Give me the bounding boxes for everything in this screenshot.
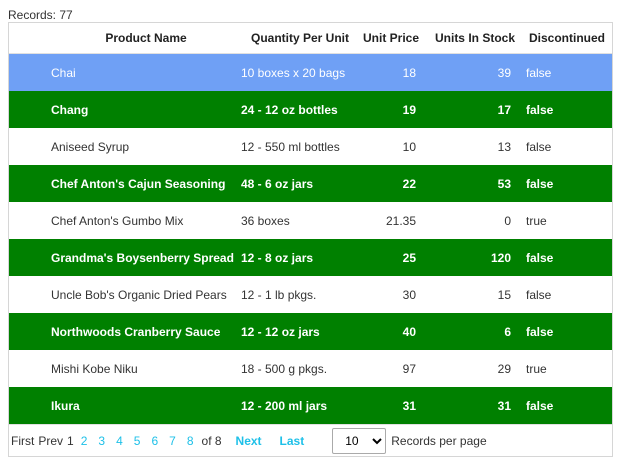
table-row[interactable]: Chef Anton's Cajun Seasoning 48 - 6 oz j… [9,165,612,202]
table-row[interactable]: Chai 10 boxes x 20 bags 18 39 false [9,54,612,91]
cell-units-in-stock: 15 [497,287,511,302]
pager-page-7[interactable]: 7 [169,433,176,448]
cell-units-in-stock: 53 [497,176,511,191]
cell-quantity-per-unit: 12 - 8 oz jars [241,250,314,265]
cell-product-name: Mishi Kobe Niku [51,361,138,376]
records-summary: Records: 77 [8,8,73,22]
cell-product-name: Northwoods Cranberry Sauce [51,324,221,339]
products-grid: Product Name Quantity Per Unit Unit Pric… [8,22,613,457]
grid-header: Product Name Quantity Per Unit Unit Pric… [9,23,612,54]
pager-page-count: of 8 [201,433,222,448]
cell-unit-price: 21.35 [385,213,416,228]
cell-unit-price: 10 [402,139,416,154]
pager-next-link[interactable]: Next [235,433,262,448]
table-row[interactable]: Chef Anton's Gumbo Mix 36 boxes 21.35 0 … [9,202,612,239]
cell-discontinued: false [526,139,552,154]
pager-page-8[interactable]: 8 [186,433,194,448]
records-per-page-label: Records per page [391,433,487,448]
records-count: 77 [59,8,73,22]
cell-unit-price: 22 [402,176,416,191]
table-row[interactable]: Chang 24 - 12 oz bottles 19 17 false [9,91,612,128]
pager-page-2[interactable]: 2 [80,433,88,448]
column-header-discontinued[interactable]: Discontinued [529,31,606,45]
column-header-quantity-per-unit[interactable]: Quantity Per Unit [250,31,349,45]
cell-units-in-stock: 120 [490,250,511,265]
cell-product-name: Chang [51,102,89,117]
cell-units-in-stock: 29 [497,361,511,376]
cell-product-name: Chef Anton's Cajun Seasoning [51,176,226,191]
cell-quantity-per-unit: 24 - 12 oz bottles [241,102,338,117]
cell-unit-price: 40 [402,324,416,339]
cell-discontinued: true [526,361,547,376]
table-row[interactable]: Aniseed Syrup 12 - 550 ml bottles 10 13 … [9,128,612,165]
table-row[interactable]: Ikura 12 - 200 ml jars 31 31 false [9,387,612,424]
pager-page-current: 1 [67,433,74,448]
cell-quantity-per-unit: 48 - 6 oz jars [241,176,314,191]
pager-page-5[interactable]: 5 [133,433,141,448]
cell-quantity-per-unit: 10 boxes x 20 bags [241,65,346,80]
cell-discontinued: true [526,213,547,228]
table-row[interactable]: Grandma's Boysenberry Spread 12 - 8 oz j… [9,239,612,276]
pager-first: First [11,433,35,448]
cell-product-name: Grandma's Boysenberry Spread [51,250,234,265]
table-row[interactable]: Northwoods Cranberry Sauce 12 - 12 oz ja… [9,313,612,350]
cell-product-name: Chef Anton's Gumbo Mix [51,213,184,228]
pager-page-3[interactable]: 3 [98,433,106,448]
cell-quantity-per-unit: 12 - 200 ml jars [241,398,328,413]
table-row[interactable]: Uncle Bob's Organic Dried Pears 12 - 1 l… [9,276,612,313]
page-size-select[interactable]: 10 [332,427,387,454]
cell-discontinued: false [526,176,554,191]
cell-discontinued: false [526,287,552,302]
cell-product-name: Uncle Bob's Organic Dried Pears [51,287,227,302]
records-label: Records: [8,8,57,22]
cell-quantity-per-unit: 12 - 1 lb pkgs. [241,287,317,302]
cell-discontinued: false [526,324,554,339]
cell-units-in-stock: 13 [497,139,511,154]
pager-page-6[interactable]: 6 [151,433,159,448]
cell-units-in-stock: 17 [497,102,511,117]
pager-prev: Prev [38,433,64,448]
cell-quantity-per-unit: 36 boxes [241,213,290,228]
cell-product-name: Ikura [51,398,80,413]
cell-quantity-per-unit: 18 - 500 g pkgs. [241,361,328,376]
pager-page-4[interactable]: 4 [116,433,123,448]
column-header-units-in-stock[interactable]: Units In Stock [434,31,515,45]
cell-product-name: Aniseed Syrup [51,139,130,154]
cell-unit-price: 30 [402,287,416,302]
cell-discontinued: false [526,102,554,117]
cell-discontinued: false [526,65,552,80]
cell-quantity-per-unit: 12 - 550 ml bottles [241,139,340,154]
cell-units-in-stock: 39 [497,65,511,80]
cell-unit-price: 18 [402,65,416,80]
cell-units-in-stock: 31 [497,398,511,413]
cell-discontinued: false [526,250,554,265]
pager: First Prev 1 2 3 4 5 6 7 8 of 8 Next Las… [9,424,612,456]
column-header-product-name[interactable]: Product Name [105,31,187,45]
cell-discontinued: false [526,398,554,413]
table-row[interactable]: Mishi Kobe Niku 18 - 500 g pkgs. 97 29 t… [9,350,612,387]
cell-units-in-stock: 0 [504,213,511,228]
cell-unit-price: 31 [402,398,416,413]
cell-unit-price: 19 [402,102,416,117]
pager-last-link[interactable]: Last [279,433,305,448]
cell-product-name: Chai [51,65,76,80]
cell-unit-price: 25 [402,250,416,265]
cell-unit-price: 97 [402,361,416,376]
cell-units-in-stock: 6 [504,324,511,339]
column-header-unit-price[interactable]: Unit Price [362,31,419,45]
cell-quantity-per-unit: 12 - 12 oz jars [241,324,320,339]
